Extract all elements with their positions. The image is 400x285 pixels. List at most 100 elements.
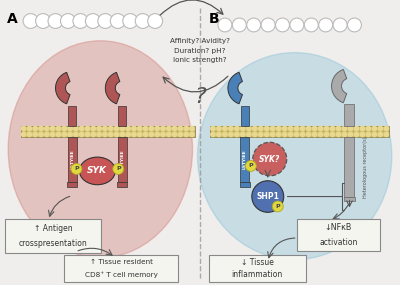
Text: P: P [248, 164, 253, 168]
Circle shape [241, 126, 245, 131]
Circle shape [336, 132, 341, 137]
Circle shape [288, 132, 293, 137]
Circle shape [235, 126, 239, 131]
Circle shape [132, 132, 136, 137]
Circle shape [22, 126, 26, 131]
Circle shape [324, 126, 329, 131]
Text: B: B [209, 12, 220, 26]
Circle shape [161, 132, 165, 137]
Circle shape [348, 132, 353, 137]
Circle shape [264, 126, 269, 131]
Circle shape [50, 132, 55, 137]
Circle shape [232, 18, 246, 32]
Circle shape [378, 132, 382, 137]
Circle shape [360, 126, 365, 131]
Text: ↑ Antigen: ↑ Antigen [34, 224, 72, 233]
Circle shape [184, 126, 188, 131]
Circle shape [312, 132, 317, 137]
Circle shape [85, 126, 90, 131]
Circle shape [149, 132, 154, 137]
Circle shape [148, 14, 163, 28]
Bar [118, 137, 127, 182]
Circle shape [97, 132, 101, 137]
Circle shape [68, 126, 72, 131]
Text: Duration? pH?: Duration? pH? [174, 48, 226, 54]
Circle shape [149, 126, 154, 131]
Circle shape [217, 126, 221, 131]
Circle shape [178, 126, 183, 131]
Circle shape [330, 132, 335, 137]
Circle shape [378, 126, 382, 131]
Circle shape [366, 132, 371, 137]
Text: CD8⁺ T cell memory: CD8⁺ T cell memory [85, 272, 158, 278]
Circle shape [60, 14, 76, 28]
Circle shape [62, 126, 66, 131]
Circle shape [132, 126, 136, 131]
Circle shape [80, 132, 84, 137]
Bar [344, 137, 354, 197]
Bar [210, 125, 389, 137]
FancyBboxPatch shape [297, 219, 380, 251]
Circle shape [217, 132, 221, 137]
Text: P: P [74, 166, 79, 172]
Bar [241, 106, 249, 125]
Circle shape [223, 132, 227, 137]
Circle shape [62, 132, 66, 137]
Text: Affinity? Avidity?: Affinity? Avidity? [170, 38, 230, 44]
Circle shape [114, 126, 119, 131]
Circle shape [252, 181, 284, 212]
Circle shape [253, 126, 257, 131]
Circle shape [384, 126, 388, 131]
Circle shape [126, 132, 130, 137]
Circle shape [253, 142, 287, 176]
Ellipse shape [198, 52, 392, 260]
Circle shape [258, 132, 263, 137]
Circle shape [103, 126, 107, 131]
Circle shape [138, 126, 142, 131]
Circle shape [190, 126, 194, 131]
Circle shape [247, 132, 251, 137]
Circle shape [241, 132, 245, 137]
Circle shape [342, 126, 347, 131]
Text: P: P [276, 204, 280, 209]
Circle shape [155, 126, 159, 131]
Circle shape [45, 132, 49, 137]
Circle shape [348, 126, 353, 131]
Circle shape [85, 132, 90, 137]
Circle shape [97, 126, 101, 131]
Bar [68, 137, 77, 182]
Circle shape [258, 126, 263, 131]
Circle shape [306, 132, 311, 137]
Circle shape [372, 126, 376, 131]
Bar [117, 182, 127, 187]
Circle shape [333, 18, 347, 32]
Bar [344, 197, 356, 201]
Circle shape [126, 126, 130, 131]
Circle shape [108, 132, 113, 137]
Circle shape [276, 126, 281, 131]
Circle shape [319, 18, 333, 32]
Circle shape [211, 126, 215, 131]
Ellipse shape [8, 41, 192, 258]
Wedge shape [56, 72, 70, 104]
Circle shape [167, 126, 171, 131]
Circle shape [190, 132, 194, 137]
Circle shape [71, 164, 82, 174]
Circle shape [300, 126, 305, 131]
Circle shape [218, 18, 232, 32]
Text: SYK: SYK [87, 166, 107, 175]
Circle shape [253, 132, 257, 137]
Circle shape [135, 14, 150, 28]
Circle shape [103, 132, 107, 137]
Circle shape [306, 126, 311, 131]
Circle shape [56, 126, 61, 131]
Circle shape [290, 18, 304, 32]
Circle shape [39, 126, 43, 131]
Circle shape [384, 132, 388, 137]
Circle shape [272, 201, 283, 212]
Bar [68, 106, 76, 125]
Circle shape [247, 126, 251, 131]
Circle shape [33, 132, 38, 137]
Circle shape [312, 126, 317, 131]
Circle shape [80, 126, 84, 131]
